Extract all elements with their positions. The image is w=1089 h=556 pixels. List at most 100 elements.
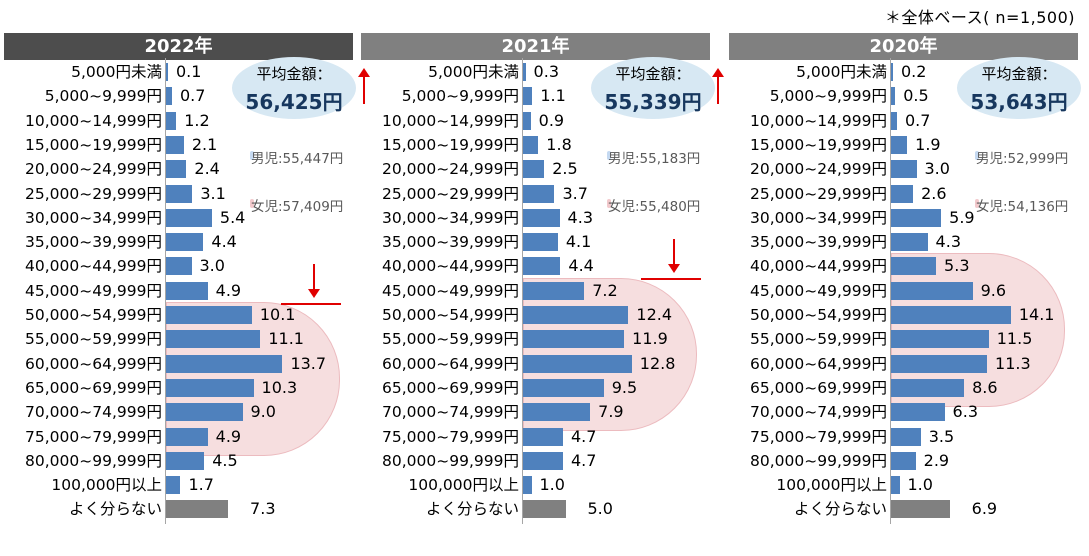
category-label: 35,000~39,999円	[25, 233, 162, 252]
value-label: 1.0	[539, 475, 565, 495]
value-label: 12.8	[639, 353, 676, 373]
chart-panel-2022: 2022年 5,000円未満 0.1 5,000~9,999円 0.7 10,000~1…	[4, 33, 370, 544]
bar	[166, 111, 177, 130]
value-label: 2.1	[191, 134, 218, 154]
bar	[166, 500, 229, 519]
bar	[166, 476, 181, 495]
value-label: 5.0	[587, 499, 613, 519]
category-label: 50,000~54,999円	[382, 306, 519, 324]
bar	[891, 354, 988, 373]
value-label: 1.1	[540, 86, 566, 106]
value-label: 10.3	[261, 377, 298, 397]
category-label: よく分らない	[68, 500, 162, 519]
category-label: 25,000~29,999円	[25, 184, 162, 203]
bar	[166, 281, 208, 300]
bar	[891, 476, 900, 495]
value-label: 4.3	[567, 207, 593, 227]
category-label: 30,000~34,999円	[382, 208, 519, 227]
value-label: 12.4	[636, 305, 673, 324]
bar	[891, 403, 945, 422]
bar	[891, 306, 1011, 324]
value-label: 6.3	[952, 402, 978, 422]
bar	[891, 184, 914, 203]
value-label: 4.7	[570, 450, 597, 470]
boys-average: 男児:55,183円	[608, 150, 701, 167]
category-label: 15,000~19,999円	[25, 135, 162, 154]
bar	[166, 87, 172, 106]
bar	[166, 208, 212, 227]
category-label: 55,000~59,999円	[25, 330, 162, 349]
average-title: 平均金額：	[981, 65, 1057, 83]
boys-marker	[607, 150, 611, 160]
bar	[166, 378, 254, 397]
value-label: 0.2	[901, 62, 927, 81]
average-amount: 56,425円	[245, 90, 343, 114]
value-label: 1.7	[188, 475, 214, 495]
value-label: 3.7	[562, 183, 588, 203]
category-label: 10,000~14,999円	[382, 111, 519, 130]
boys-average: 男児:55,447円	[251, 150, 344, 167]
bar	[891, 451, 916, 470]
category-label: 5,000円未満	[428, 63, 519, 81]
value-label: 2.5	[552, 159, 578, 179]
bar	[523, 476, 532, 495]
bar	[891, 257, 937, 276]
category-label: 75,000~79,999円	[750, 427, 887, 446]
category-label: 65,000~69,999円	[25, 378, 162, 397]
boys-marker	[975, 150, 979, 160]
category-label: 100,000円以上	[776, 476, 887, 495]
average-amount-bubble: 平均金額： 56,425円	[232, 57, 356, 119]
category-label: 100,000円以上	[408, 476, 519, 495]
bar	[523, 281, 585, 300]
value-label: 10.1	[259, 305, 296, 324]
panel-title: 2021年	[361, 33, 710, 60]
category-label: 5,000~9,999円	[44, 87, 162, 106]
value-label: 11.1	[268, 329, 304, 349]
chart-panel-2020: 2020年 5,000円未満 0.2 5,000~9,999円 0.5 10,000~1…	[729, 33, 1081, 544]
category-label: 65,000~69,999円	[382, 378, 519, 397]
bar	[523, 208, 560, 227]
category-label: 45,000~49,999円	[25, 281, 162, 300]
category-label: 30,000~34,999円	[750, 208, 887, 227]
value-label: 9.6	[980, 280, 1007, 300]
bar	[166, 306, 252, 324]
value-label: 0.3	[533, 62, 559, 81]
bar	[523, 63, 526, 81]
category-label: 5,000~9,999円	[769, 87, 887, 106]
bar	[523, 378, 604, 397]
value-label: 4.9	[215, 280, 242, 300]
value-label: 4.3	[935, 232, 961, 252]
category-label: 75,000~79,999円	[25, 427, 162, 446]
bar	[166, 233, 204, 252]
category-label: 50,000~54,999円	[750, 306, 887, 324]
category-label: 70,000~74,999円	[750, 403, 887, 422]
category-label: 80,000~99,999円	[750, 451, 887, 470]
bar	[891, 111, 897, 130]
bar	[166, 184, 193, 203]
bar	[166, 354, 283, 373]
value-label: 9.5	[611, 377, 638, 397]
category-axis	[522, 58, 523, 524]
category-label: 70,000~74,999円	[25, 403, 162, 422]
value-label: 0.5	[903, 86, 929, 106]
bar	[166, 135, 184, 154]
panel-title: 2022年	[4, 33, 353, 60]
bar	[891, 500, 950, 519]
category-label: 70,000~74,999円	[382, 403, 519, 422]
category-label: 15,000~19,999円	[750, 135, 887, 154]
bar	[166, 451, 205, 470]
average-amount: 55,339円	[604, 90, 702, 114]
value-label: 4.4	[568, 256, 594, 276]
value-label: 7.3	[250, 499, 276, 519]
category-label: 100,000円以上	[51, 476, 162, 495]
average-title: 平均金額：	[615, 65, 691, 83]
value-label: 11.9	[632, 329, 668, 349]
value-label: 0.7	[904, 110, 931, 130]
average-amount-bubble: 平均金額： 55,339円	[591, 57, 715, 119]
category-label: 60,000~64,999円	[750, 354, 887, 373]
value-label: 8.6	[972, 377, 998, 397]
down-arrow-icon	[641, 239, 701, 281]
value-label: 0.7	[179, 86, 206, 106]
girls-marker	[250, 199, 254, 209]
value-label: 2.6	[921, 183, 947, 203]
